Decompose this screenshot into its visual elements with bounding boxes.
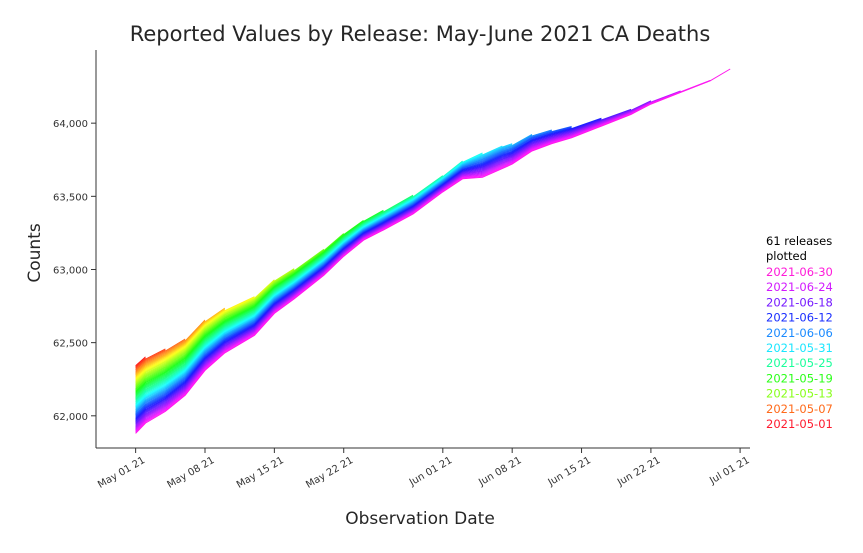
y-axis-label: Counts — [25, 223, 45, 282]
release-series-line — [135, 357, 146, 368]
release-series-line — [135, 100, 652, 426]
release-series-line — [135, 144, 513, 410]
legend-title: 61 releases plotted — [766, 234, 832, 263]
release-series-line — [135, 91, 681, 431]
release-series-line — [135, 308, 226, 377]
release-series-line — [135, 349, 166, 370]
release-series-line — [135, 79, 711, 432]
x-tick-label: Jun 08 21 — [476, 455, 523, 489]
legend-entry: 2021-05-31 — [766, 341, 833, 355]
x-tick-label: May 01 21 — [96, 455, 147, 491]
x-tick-label: May 15 21 — [235, 455, 286, 491]
y-tick-label: 62,000 — [53, 412, 88, 423]
release-series-line — [135, 109, 632, 424]
release-series-line — [135, 233, 345, 390]
y-tick-label: 64,000 — [53, 119, 88, 130]
release-series-line — [135, 307, 226, 376]
y-tick-label: 63,500 — [53, 192, 88, 203]
release-series-line — [135, 338, 186, 371]
release-series-line — [135, 348, 166, 369]
x-tick-label: Jul 01 21 — [707, 455, 751, 487]
release-series-line — [135, 269, 295, 386]
chart-title: Reported Values by Release: May-June 202… — [130, 22, 711, 46]
release-series-line — [135, 233, 345, 391]
legend-entry: 2021-05-01 — [766, 417, 833, 431]
release-series-line — [135, 90, 681, 430]
release-series-line — [135, 68, 731, 434]
x-tick-label: May 22 21 — [304, 455, 355, 491]
release-series-line — [135, 160, 463, 403]
release-series-line — [135, 118, 602, 420]
release-series-line — [135, 320, 206, 375]
release-series-line — [135, 296, 255, 379]
legend-entry: 2021-06-24 — [766, 280, 833, 294]
release-series-line — [135, 319, 206, 373]
y-tick-label: 62,500 — [53, 339, 88, 350]
x-tick-label: Jun 22 21 — [615, 455, 662, 489]
legend-entry: 2021-06-06 — [766, 326, 833, 340]
x-tick-label: Jun 15 21 — [546, 455, 593, 489]
legend-entry: 2021-05-13 — [766, 387, 833, 401]
release-series-line — [135, 118, 602, 422]
release-series-line — [135, 248, 325, 387]
legend: 61 releases plotted 2021-06-302021-06-242… — [766, 234, 833, 431]
legend-entry: 2021-05-19 — [766, 371, 833, 385]
release-series-line — [135, 90, 681, 428]
release-series-line — [135, 249, 325, 388]
legend-entry: 2021-06-12 — [766, 311, 833, 325]
release-series-line — [135, 268, 295, 385]
release-series-line — [135, 279, 275, 381]
release-series-line — [135, 117, 602, 419]
y-ticks: 62,000 62,500 63,000 63,500 64,000 — [53, 119, 96, 423]
release-series-line — [135, 100, 652, 425]
series-layer — [135, 68, 731, 434]
release-series-line — [135, 280, 275, 383]
release-series-line — [135, 108, 632, 423]
legend-entry: 2021-05-25 — [766, 356, 833, 370]
legend-entry: 2021-06-30 — [766, 265, 833, 279]
release-series-line — [135, 356, 146, 367]
x-tick-label: Jun 01 21 — [407, 455, 454, 489]
x-ticks: May 01 21 May 08 21 May 15 21 May 22 21 Jun … — [96, 448, 752, 491]
release-series-line — [135, 309, 226, 378]
release-series-line — [135, 268, 295, 384]
x-tick-label: May 08 21 — [166, 455, 217, 491]
release-series-line — [135, 80, 711, 433]
release-series-line — [135, 297, 255, 380]
legend-entry: 2021-06-18 — [766, 295, 833, 309]
release-series-line — [135, 161, 463, 404]
legend-entry: 2021-05-07 — [766, 402, 833, 416]
release-series-line — [135, 101, 652, 427]
release-series-line — [135, 339, 186, 372]
x-axis-label: Observation Date — [345, 509, 495, 529]
y-tick-label: 63,000 — [53, 265, 88, 276]
